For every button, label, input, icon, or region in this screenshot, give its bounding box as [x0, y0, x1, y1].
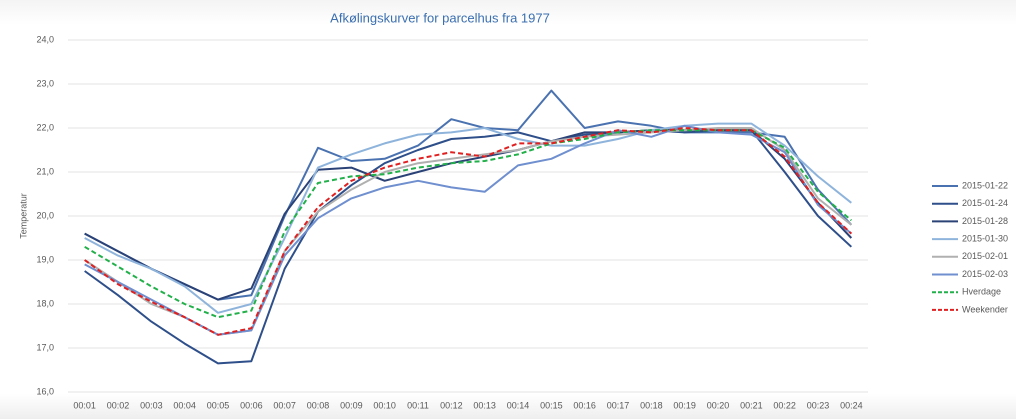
- y-axis-label: Temperatur: [18, 193, 28, 239]
- x-tick-label: 00:14: [507, 400, 530, 410]
- x-tick-label: 00:13: [473, 400, 496, 410]
- y-tick-label: 16,0: [36, 386, 54, 396]
- x-tick-label: 00:20: [707, 400, 730, 410]
- series-line: [84, 129, 852, 319]
- x-tick-label: 00:07: [273, 400, 296, 410]
- x-tick-label: 00:23: [807, 400, 830, 410]
- legend-label: 2015-02-01: [962, 251, 1008, 261]
- legend-label: 2015-01-22: [962, 180, 1008, 190]
- x-tick-label: 00:06: [240, 400, 263, 410]
- y-tick-label: 20,0: [36, 210, 54, 220]
- y-tick-label: 22,0: [36, 122, 54, 132]
- x-tick-label: 00:05: [207, 400, 230, 410]
- legend-label: Hverdage: [962, 287, 1001, 297]
- y-tick-label: 23,0: [36, 78, 54, 88]
- x-tick-label: 00:12: [440, 400, 463, 410]
- x-tick-label: 00:10: [373, 400, 396, 410]
- legend-label: 2015-01-24: [962, 198, 1008, 208]
- x-tick-label: 00:01: [73, 400, 96, 410]
- x-tick-label: 00:09: [340, 400, 363, 410]
- y-tick-label: 19,0: [36, 254, 54, 264]
- series-line: [84, 89, 853, 301]
- x-tick-label: 00:16: [573, 400, 596, 410]
- x-tick-label: 00:15: [540, 400, 563, 410]
- legend-label: 2015-01-30: [962, 233, 1008, 243]
- x-tick-label: 00:17: [607, 400, 630, 410]
- x-tick-label: 00:19: [673, 400, 696, 410]
- y-tick-label: 24,0: [36, 34, 54, 44]
- x-tick-label: 00:18: [640, 400, 663, 410]
- x-tick-label: 00:02: [107, 400, 130, 410]
- x-tick-label: 00:21: [740, 400, 763, 410]
- legend-label: 2015-02-03: [962, 269, 1008, 279]
- chart-title: Afkølingskurver for parcelhus fra 1977: [330, 10, 550, 25]
- y-tick-label: 18,0: [36, 298, 54, 308]
- x-tick-label: 00:24: [840, 400, 863, 410]
- y-tick-label: 21,0: [36, 166, 54, 176]
- x-tick-label: 00:11: [407, 400, 429, 410]
- x-tick-label: 00:22: [773, 400, 796, 410]
- x-tick-label: 00:08: [307, 400, 330, 410]
- series-line: [84, 122, 852, 314]
- legend-label: Weekender: [962, 304, 1008, 314]
- series-line: [84, 127, 853, 336]
- x-tick-label: 00:04: [173, 400, 196, 410]
- legend-label: 2015-01-28: [962, 216, 1008, 226]
- x-tick-label: 00:03: [140, 400, 163, 410]
- series-line: [84, 129, 853, 365]
- y-tick-label: 17,0: [36, 342, 54, 352]
